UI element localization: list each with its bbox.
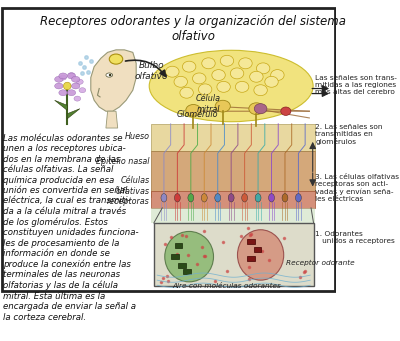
Ellipse shape [250,71,263,82]
Ellipse shape [249,103,264,115]
Ellipse shape [268,194,274,202]
Ellipse shape [228,194,234,202]
Text: Las moléculas odorantes se
unen a los receptores ubica-
dos en la membrana de la: Las moléculas odorantes se unen a los re… [3,134,139,322]
Bar [175,243,182,248]
Bar [172,254,179,259]
Text: 1. Odorantes
   unidos a receptores: 1. Odorantes unidos a receptores [315,232,395,244]
Bar [247,256,255,261]
Ellipse shape [109,54,123,64]
Ellipse shape [79,88,86,93]
Text: Las señales son trans-
mitidas a las regiones
más altas del cerebro: Las señales son trans- mitidas a las reg… [315,75,397,95]
Ellipse shape [174,194,180,202]
Ellipse shape [180,87,193,98]
Ellipse shape [215,194,221,202]
Ellipse shape [55,83,63,89]
Ellipse shape [188,194,194,202]
Ellipse shape [230,68,244,79]
Ellipse shape [239,58,252,69]
Ellipse shape [217,81,230,92]
Text: Receptores odorantes y la organización del sistema
olfativo: Receptores odorantes y la organización d… [40,15,346,43]
Text: Epitelio nasal: Epitelio nasal [96,157,150,166]
Ellipse shape [296,194,301,202]
Ellipse shape [186,104,201,116]
Ellipse shape [67,90,76,96]
Ellipse shape [235,81,249,92]
Ellipse shape [212,70,225,80]
Bar [151,151,315,197]
Ellipse shape [192,73,206,84]
Ellipse shape [59,73,67,79]
Text: Célula
mitral: Célula mitral [196,94,221,114]
Polygon shape [55,100,67,110]
Ellipse shape [109,74,111,76]
Text: Células
olfativas
receptoras: Células olfativas receptoras [107,176,150,206]
Ellipse shape [59,90,67,96]
Polygon shape [67,109,80,119]
Ellipse shape [67,73,76,79]
Text: Hueso: Hueso [125,132,150,141]
Ellipse shape [256,63,270,74]
Text: Aire con moléculas odorantes: Aire con moléculas odorantes [172,283,282,288]
Text: Bulbo
olfativo: Bulbo olfativo [134,61,168,80]
Polygon shape [106,111,118,128]
Ellipse shape [265,76,278,87]
Text: 2. Las señales son
transmitidas en
glomérulos: 2. Las señales son transmitidas en glomé… [315,124,383,145]
Ellipse shape [182,61,196,72]
Ellipse shape [254,104,267,114]
Bar [178,263,186,268]
Ellipse shape [174,76,188,87]
Ellipse shape [255,194,261,202]
Bar [254,248,262,252]
Bar [183,269,191,274]
Text: Glomérulo: Glomérulo [177,109,218,119]
Ellipse shape [72,83,80,89]
Ellipse shape [271,70,284,80]
Bar [154,223,314,286]
Ellipse shape [60,75,66,80]
Ellipse shape [215,100,230,112]
Ellipse shape [202,58,215,69]
Polygon shape [91,50,136,111]
Ellipse shape [238,230,284,280]
Ellipse shape [281,107,291,115]
Text: Receptor odorante: Receptor odorante [286,260,354,266]
Ellipse shape [165,232,214,282]
Bar [151,124,315,151]
Ellipse shape [76,79,83,84]
Ellipse shape [106,73,113,77]
Ellipse shape [242,194,248,202]
Ellipse shape [254,85,267,96]
Ellipse shape [64,82,71,90]
Bar [247,239,255,244]
Ellipse shape [161,194,167,202]
Ellipse shape [282,194,288,202]
Text: 3. Las células olfativas
receptoras son acti-
vadas y envían seña-
les eléctrica: 3. Las células olfativas receptoras son … [315,174,399,202]
Ellipse shape [68,73,75,78]
Bar [151,208,315,223]
Ellipse shape [74,96,81,101]
Ellipse shape [55,76,63,82]
Ellipse shape [220,55,234,66]
Bar [151,191,315,208]
Ellipse shape [198,84,212,95]
Ellipse shape [72,76,80,82]
Ellipse shape [201,194,207,202]
Ellipse shape [149,50,313,122]
Ellipse shape [166,66,179,77]
